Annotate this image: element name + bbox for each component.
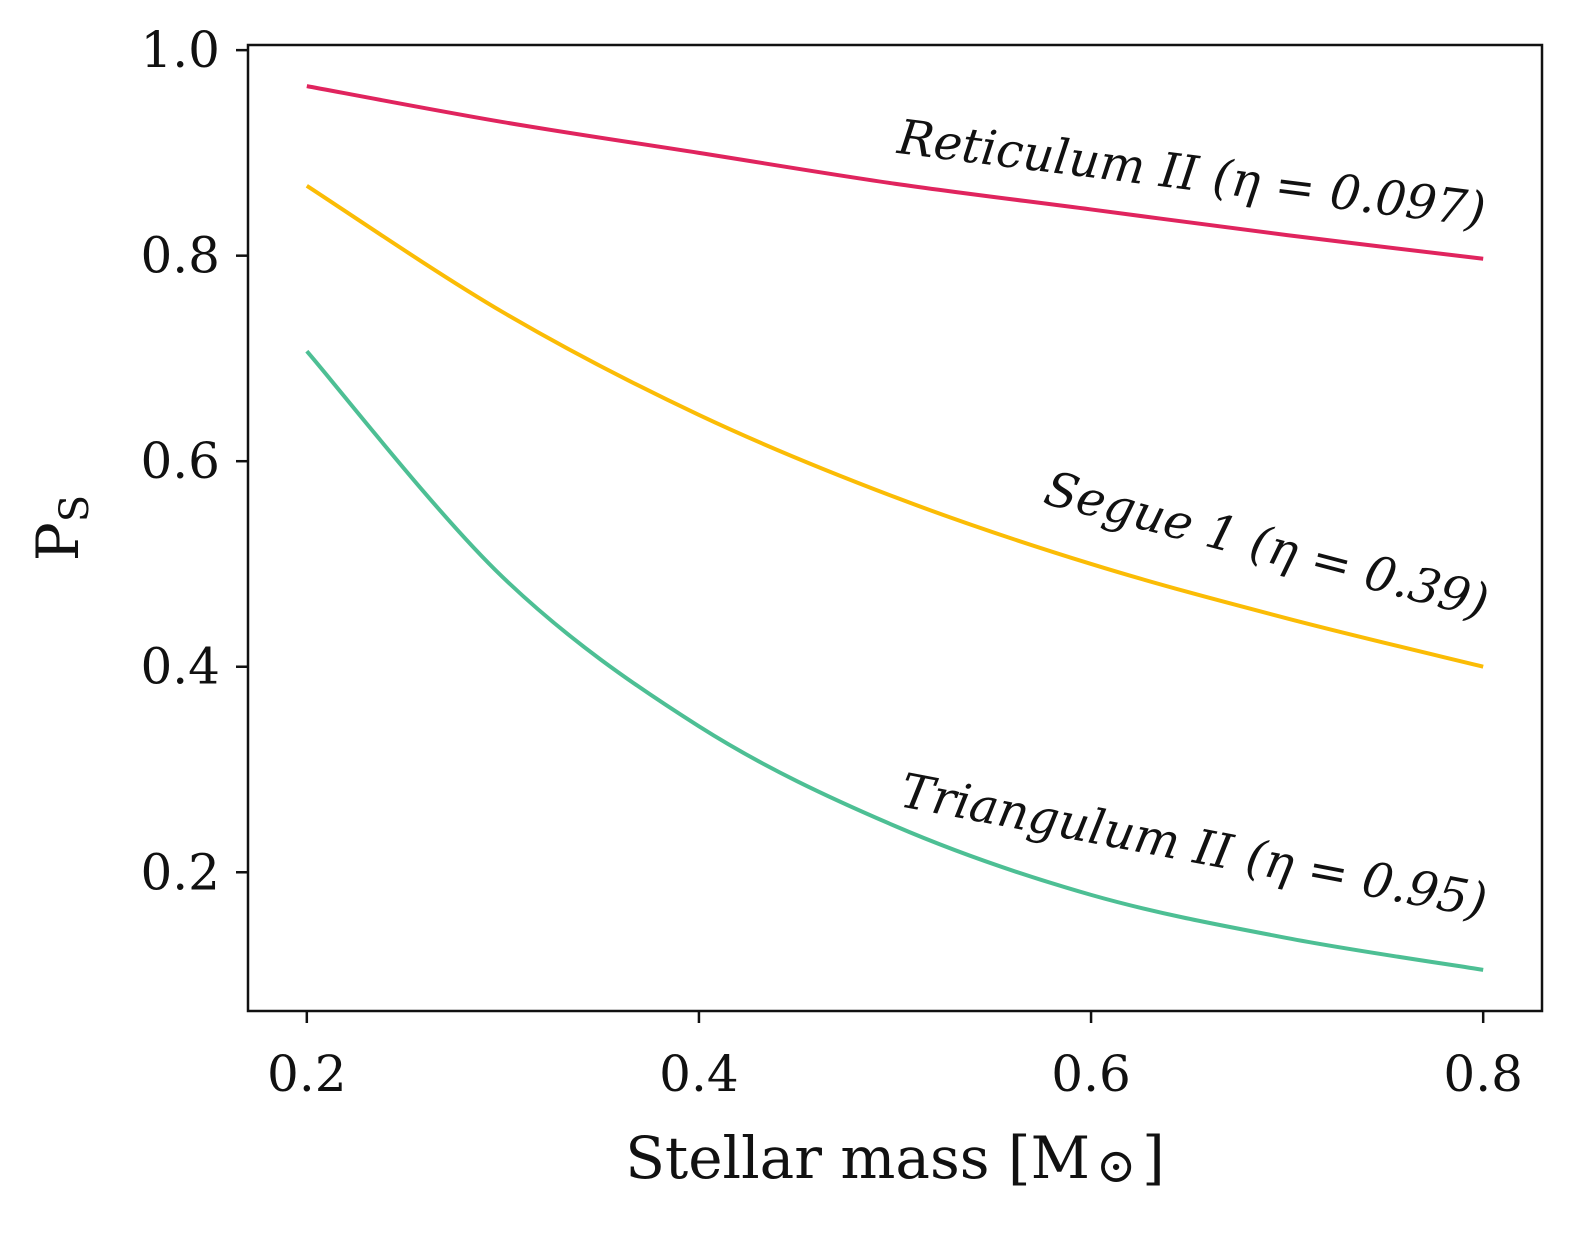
x-tick-label: 0.4: [659, 1045, 739, 1103]
y-tick-label: 0.6: [140, 432, 220, 490]
curve-label-reticulum-ii: Reticulum II (η = 0.097): [894, 109, 1489, 239]
y-tick-label: 0.8: [140, 227, 220, 285]
x-tick-label: 0.8: [1443, 1045, 1523, 1103]
series-line-segue-1: [305, 184, 1484, 669]
curve-label-triangulum-ii: Triangulum II (η = 0.95): [896, 763, 1491, 930]
series-line-reticulum-ii: [306, 84, 1484, 261]
x-axis: 0.2 0.4 0.6 0.8: [267, 1011, 1523, 1103]
plot-frame: [246, 43, 1544, 1013]
x-axis-title: Stellar mass [M ⊙]: [625, 1124, 1165, 1194]
y-tick-label: 0.4: [140, 638, 220, 696]
curve-label-segue-1: Segue 1 (η = 0.39): [1039, 460, 1495, 630]
y-tick-label: 1.0: [140, 21, 220, 79]
y-axis-title: PS: [24, 495, 98, 561]
y-tick-label: 0.2: [140, 843, 220, 901]
series-line-triangulum-ii: [305, 349, 1484, 972]
y-axis: 0.2 0.4 0.6 0.8 1.0: [140, 21, 248, 901]
x-tick-label: 0.6: [1051, 1045, 1131, 1103]
x-tick-label: 0.2: [267, 1045, 347, 1103]
curve-labels: Reticulum II (η = 0.097) Segue 1 (η = 0.3…: [894, 109, 1495, 930]
series-group: [305, 84, 1484, 972]
